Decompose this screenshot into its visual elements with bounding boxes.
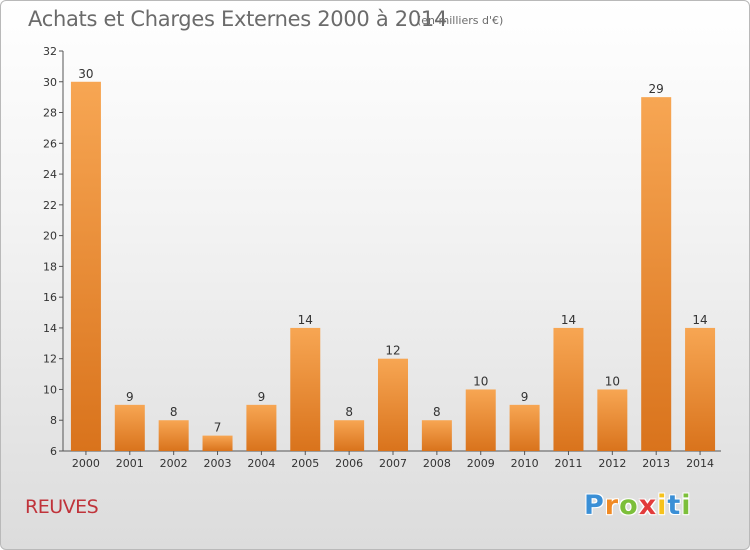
value-label-2010: 9	[521, 390, 529, 404]
x-tick-label-2014: 2014	[686, 457, 714, 470]
x-tick-label-2001: 2001	[116, 457, 144, 470]
value-label-2013: 29	[649, 82, 664, 96]
logo-letter: r	[604, 490, 620, 521]
x-tick-label-2012: 2012	[598, 457, 626, 470]
bar-2005	[290, 327, 321, 451]
chart-bars	[70, 81, 716, 452]
proxiti-logo: Proxiti	[584, 490, 692, 521]
y-tick-label: 28	[43, 107, 57, 120]
bar-2006	[334, 420, 365, 451]
value-label-2007: 12	[385, 344, 400, 358]
y-tick-label: 24	[43, 168, 57, 181]
chart-title: Achats et Charges Externes 2000 à 2014	[28, 7, 448, 31]
value-label-2014: 14	[692, 313, 707, 327]
y-tick-label: 22	[43, 199, 57, 212]
x-tick-label-2003: 2003	[204, 457, 232, 470]
x-tick-label-2013: 2013	[642, 457, 670, 470]
x-tick-label-2000: 2000	[72, 457, 100, 470]
y-tick-label: 16	[43, 291, 57, 304]
x-tick-label-2005: 2005	[291, 457, 319, 470]
commune-name: REUVES	[25, 496, 99, 518]
bar-2011	[553, 327, 584, 451]
value-label-2001: 9	[126, 390, 134, 404]
value-label-2012: 10	[605, 374, 620, 388]
y-tick-label: 8	[50, 414, 57, 427]
value-label-2011: 14	[561, 313, 576, 327]
x-tick-label-2002: 2002	[160, 457, 188, 470]
y-tick-label: 18	[43, 260, 57, 273]
x-tick-label-2009: 2009	[467, 457, 495, 470]
bar-2009	[465, 389, 496, 451]
bar-2010	[509, 404, 540, 451]
x-tick-label-2007: 2007	[379, 457, 407, 470]
x-tick-label-2008: 2008	[423, 457, 451, 470]
x-tick-label-2011: 2011	[554, 457, 582, 470]
logo-letter: i	[657, 490, 668, 521]
bar-2012	[597, 389, 628, 451]
y-tick-label: 20	[43, 230, 57, 243]
value-label-2009: 10	[473, 374, 488, 388]
logo-letter: P	[584, 490, 605, 521]
value-label-2005: 14	[298, 313, 313, 327]
y-tick-label: 30	[43, 76, 57, 89]
x-tick-label-2010: 2010	[511, 457, 539, 470]
x-tick-label-2006: 2006	[335, 457, 363, 470]
bar-2008	[421, 420, 452, 451]
bar-2014	[685, 327, 716, 451]
value-label-2002: 8	[170, 405, 178, 419]
value-label-2006: 8	[345, 405, 353, 419]
value-label-2008: 8	[433, 405, 441, 419]
bar-2000	[70, 81, 101, 452]
bar-2001	[114, 404, 145, 451]
y-tick-label: 26	[43, 137, 57, 150]
bar-2007	[378, 358, 408, 451]
bar-2013	[641, 97, 672, 452]
y-tick-label: 14	[43, 322, 57, 335]
logo-letter: x	[638, 490, 658, 521]
bar-2002	[158, 420, 189, 451]
value-label-2000: 30	[78, 67, 93, 81]
logo-letter: o	[619, 490, 639, 521]
logo-letter: i	[681, 490, 692, 521]
chart-subtitle: (en milliers d'€)	[417, 14, 504, 27]
value-label-2004: 9	[258, 390, 266, 404]
y-tick-label: 12	[43, 353, 57, 366]
y-tick-label: 10	[43, 383, 57, 396]
chart-axes: 6 8 10 12 14 16 18 20 22 24 26 28 30 32 2000 2001 2002 20…	[43, 45, 721, 470]
value-label-2003: 7	[214, 421, 222, 435]
logo-letter: t	[667, 490, 682, 521]
y-tick-label: 32	[43, 45, 57, 58]
bar-2003	[202, 435, 233, 451]
x-tick-label-2004: 2004	[247, 457, 275, 470]
chart-value-labels: 30 9 8 7 9 14 8 12 8 10 9 14 10 29 14	[78, 67, 707, 435]
y-tick-label: 6	[50, 445, 57, 458]
bar-2004	[246, 404, 277, 451]
